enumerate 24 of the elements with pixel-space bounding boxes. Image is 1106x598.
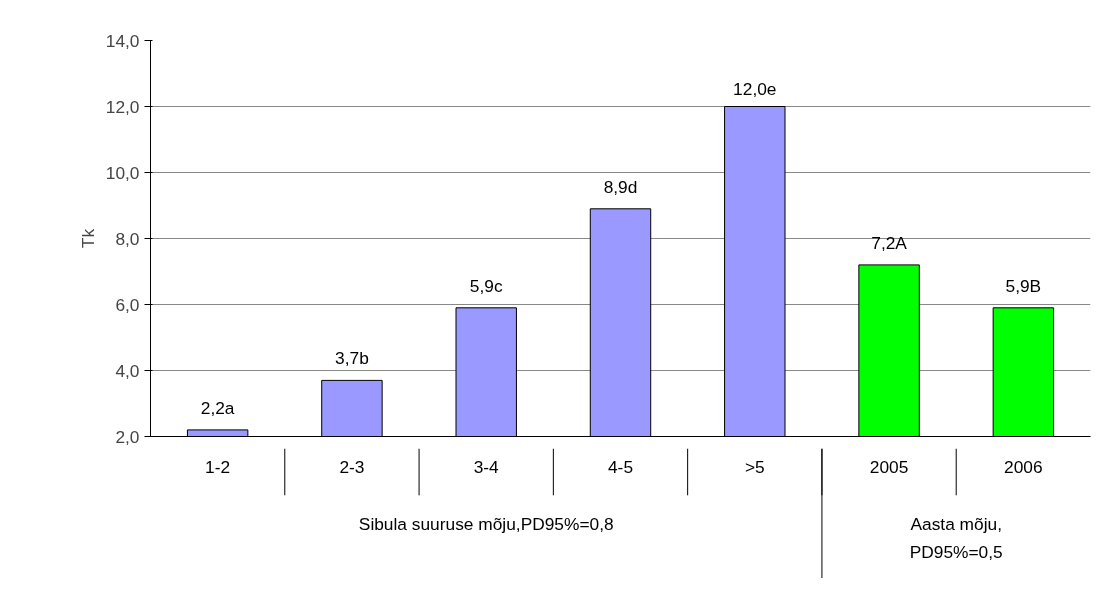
y-tick-label: 2,0 [115,426,140,447]
y-tick-label: 14,0 [105,30,140,51]
y-tick-label: 6,0 [115,294,140,315]
x-tick-label: 2006 [1004,456,1043,477]
y-tick-label: 10,0 [105,162,140,183]
data-label: 8,9d [603,176,638,197]
data-label: 7,2A [871,232,908,253]
text: Sibula suuruse mõju,PD95%=0,8 [358,513,614,534]
x-tick-label: >5 [744,456,765,477]
x-tick-label: 2005 [869,456,909,477]
x-tick-label: 3-4 [473,456,500,477]
x-tick-label: 4-5 [607,456,634,477]
data-label: 2,2a [200,397,235,418]
text: Aasta mõju, PD95%=0,5 [909,513,1003,562]
data-label: 5,9B [1005,275,1042,296]
data-label: 5,9c [469,275,503,296]
y-tick-label: 8,0 [115,228,140,249]
data-label: 3,7b [335,348,369,369]
y-axis-title: Tk [77,228,98,249]
y-tick-label: 12,0 [105,96,140,117]
data-label: 12,0e [733,78,777,99]
x-tick-label: 2-3 [339,456,365,477]
x-tick-label: 1-2 [205,456,231,477]
y-tick-label: 4,0 [115,360,140,381]
